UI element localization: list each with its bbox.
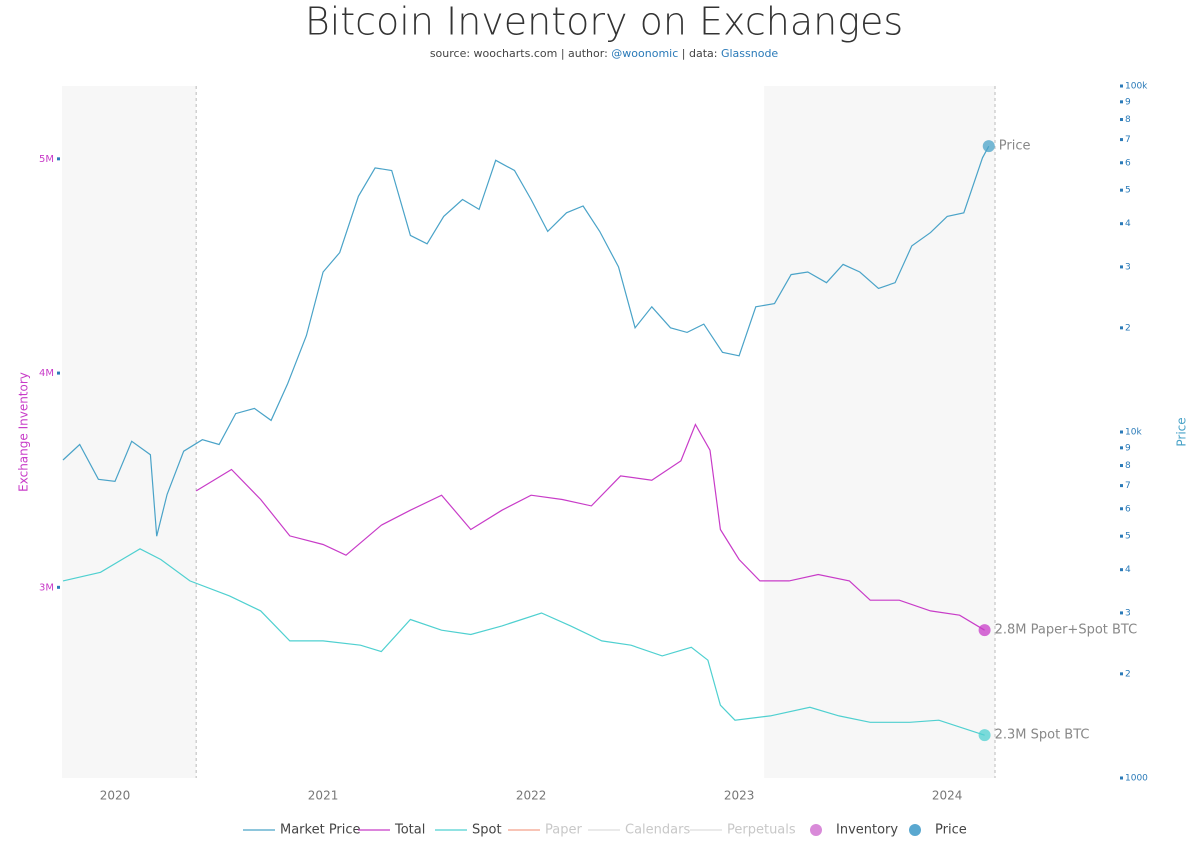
- y2-tick-label: 5: [1125, 186, 1131, 196]
- y-tick-label: 5M: [39, 154, 54, 165]
- y2-tick-label: 3: [1125, 608, 1131, 618]
- y-tick-mark: [57, 585, 60, 589]
- series-line: [195, 423, 985, 631]
- y2-tick-mark: [1120, 484, 1123, 488]
- y2-tick-mark: [1120, 265, 1123, 269]
- y2-tick-mark: [1120, 222, 1123, 226]
- y2-tick-mark: [1120, 507, 1123, 511]
- y2-tick-mark: [1120, 430, 1123, 434]
- y2-tick-label: 100k: [1125, 82, 1148, 92]
- y2-tick-mark: [1120, 611, 1123, 615]
- y2-tick-mark: [1120, 84, 1123, 88]
- y2-tick-mark: [1120, 672, 1123, 676]
- subtitle-part: | data:: [678, 47, 721, 60]
- legend-marker: [810, 824, 822, 836]
- legend-label: Spot: [472, 823, 502, 838]
- y2-tick-mark: [1120, 534, 1123, 538]
- y2-tick-label: 4: [1125, 219, 1131, 229]
- legend-marker: [909, 824, 921, 836]
- y2-tick-label: 9: [1125, 97, 1131, 107]
- annotation: Price: [999, 139, 1031, 154]
- legend-label: Inventory: [836, 823, 898, 838]
- annotation: 2.3M Spot BTC: [995, 728, 1090, 743]
- y2-tick-mark: [1120, 138, 1123, 142]
- x-tick-label: 2020: [100, 789, 131, 803]
- x-tick-label: 2024: [932, 789, 963, 803]
- shaded-range: [764, 86, 995, 778]
- y2-tick-label: 9: [1125, 443, 1131, 453]
- y2-tick-mark: [1120, 188, 1123, 192]
- y2-tick-label: 4: [1125, 565, 1131, 575]
- legend-label: Market Price: [280, 823, 361, 838]
- end-marker: [978, 729, 991, 742]
- y2-tick-mark: [1120, 100, 1123, 104]
- y-axis-title: Exchange Inventory: [17, 372, 31, 492]
- y2-tick-label: 2: [1125, 669, 1131, 679]
- y2-tick-label: 3: [1125, 262, 1131, 272]
- y2-tick-mark: [1120, 464, 1123, 468]
- y2-tick-label: 5: [1125, 532, 1131, 542]
- y2-tick-label: 7: [1125, 481, 1131, 491]
- y2-tick-mark: [1120, 568, 1123, 572]
- legend-label: Perpetuals: [727, 823, 796, 838]
- x-tick-label: 2021: [308, 789, 339, 803]
- subtitle-part: @woonomic: [611, 47, 678, 60]
- y-tick-mark: [57, 371, 60, 375]
- y2-tick-mark: [1120, 161, 1123, 165]
- end-marker: [978, 624, 991, 637]
- legend-label: Calendars: [625, 823, 690, 838]
- y2-axis-title: Price: [1175, 417, 1189, 446]
- y2-tick-label: 1000: [1125, 774, 1148, 784]
- end-marker: [982, 140, 995, 153]
- annotation: 2.8M Paper+Spot BTC: [995, 623, 1138, 638]
- y2-tick-mark: [1120, 118, 1123, 122]
- shaded-range: [62, 86, 197, 778]
- y2-tick-label: 8: [1125, 115, 1131, 125]
- subtitle-part: Glassnode: [721, 47, 778, 60]
- legend-label: Total: [394, 823, 425, 838]
- x-tick-label: 2022: [516, 789, 547, 803]
- series-line: [62, 548, 985, 736]
- chart-title: Bitcoin Inventory on Exchanges: [305, 0, 903, 44]
- y2-tick-label: 6: [1125, 504, 1131, 514]
- y2-tick-label: 10k: [1125, 428, 1142, 438]
- y-tick-label: 4M: [39, 368, 54, 379]
- y2-tick-mark: [1120, 776, 1123, 780]
- chart-subtitle: source: woocharts.com | author: @woonomi…: [430, 47, 779, 60]
- y2-tick-mark: [1120, 446, 1123, 450]
- y2-tick-label: 8: [1125, 461, 1131, 471]
- legend-label: Paper: [545, 823, 582, 838]
- x-tick-label: 2023: [724, 789, 755, 803]
- legend-label: Price: [935, 823, 967, 838]
- subtitle-part: source: woocharts.com | author:: [430, 47, 611, 60]
- y2-tick-label: 7: [1125, 135, 1131, 145]
- y2-tick-mark: [1120, 326, 1123, 330]
- y2-tick-label: 2: [1125, 323, 1131, 333]
- y-tick-mark: [57, 157, 60, 161]
- y-tick-label: 3M: [39, 582, 54, 593]
- series-line: [62, 145, 990, 537]
- y2-tick-label: 6: [1125, 158, 1131, 168]
